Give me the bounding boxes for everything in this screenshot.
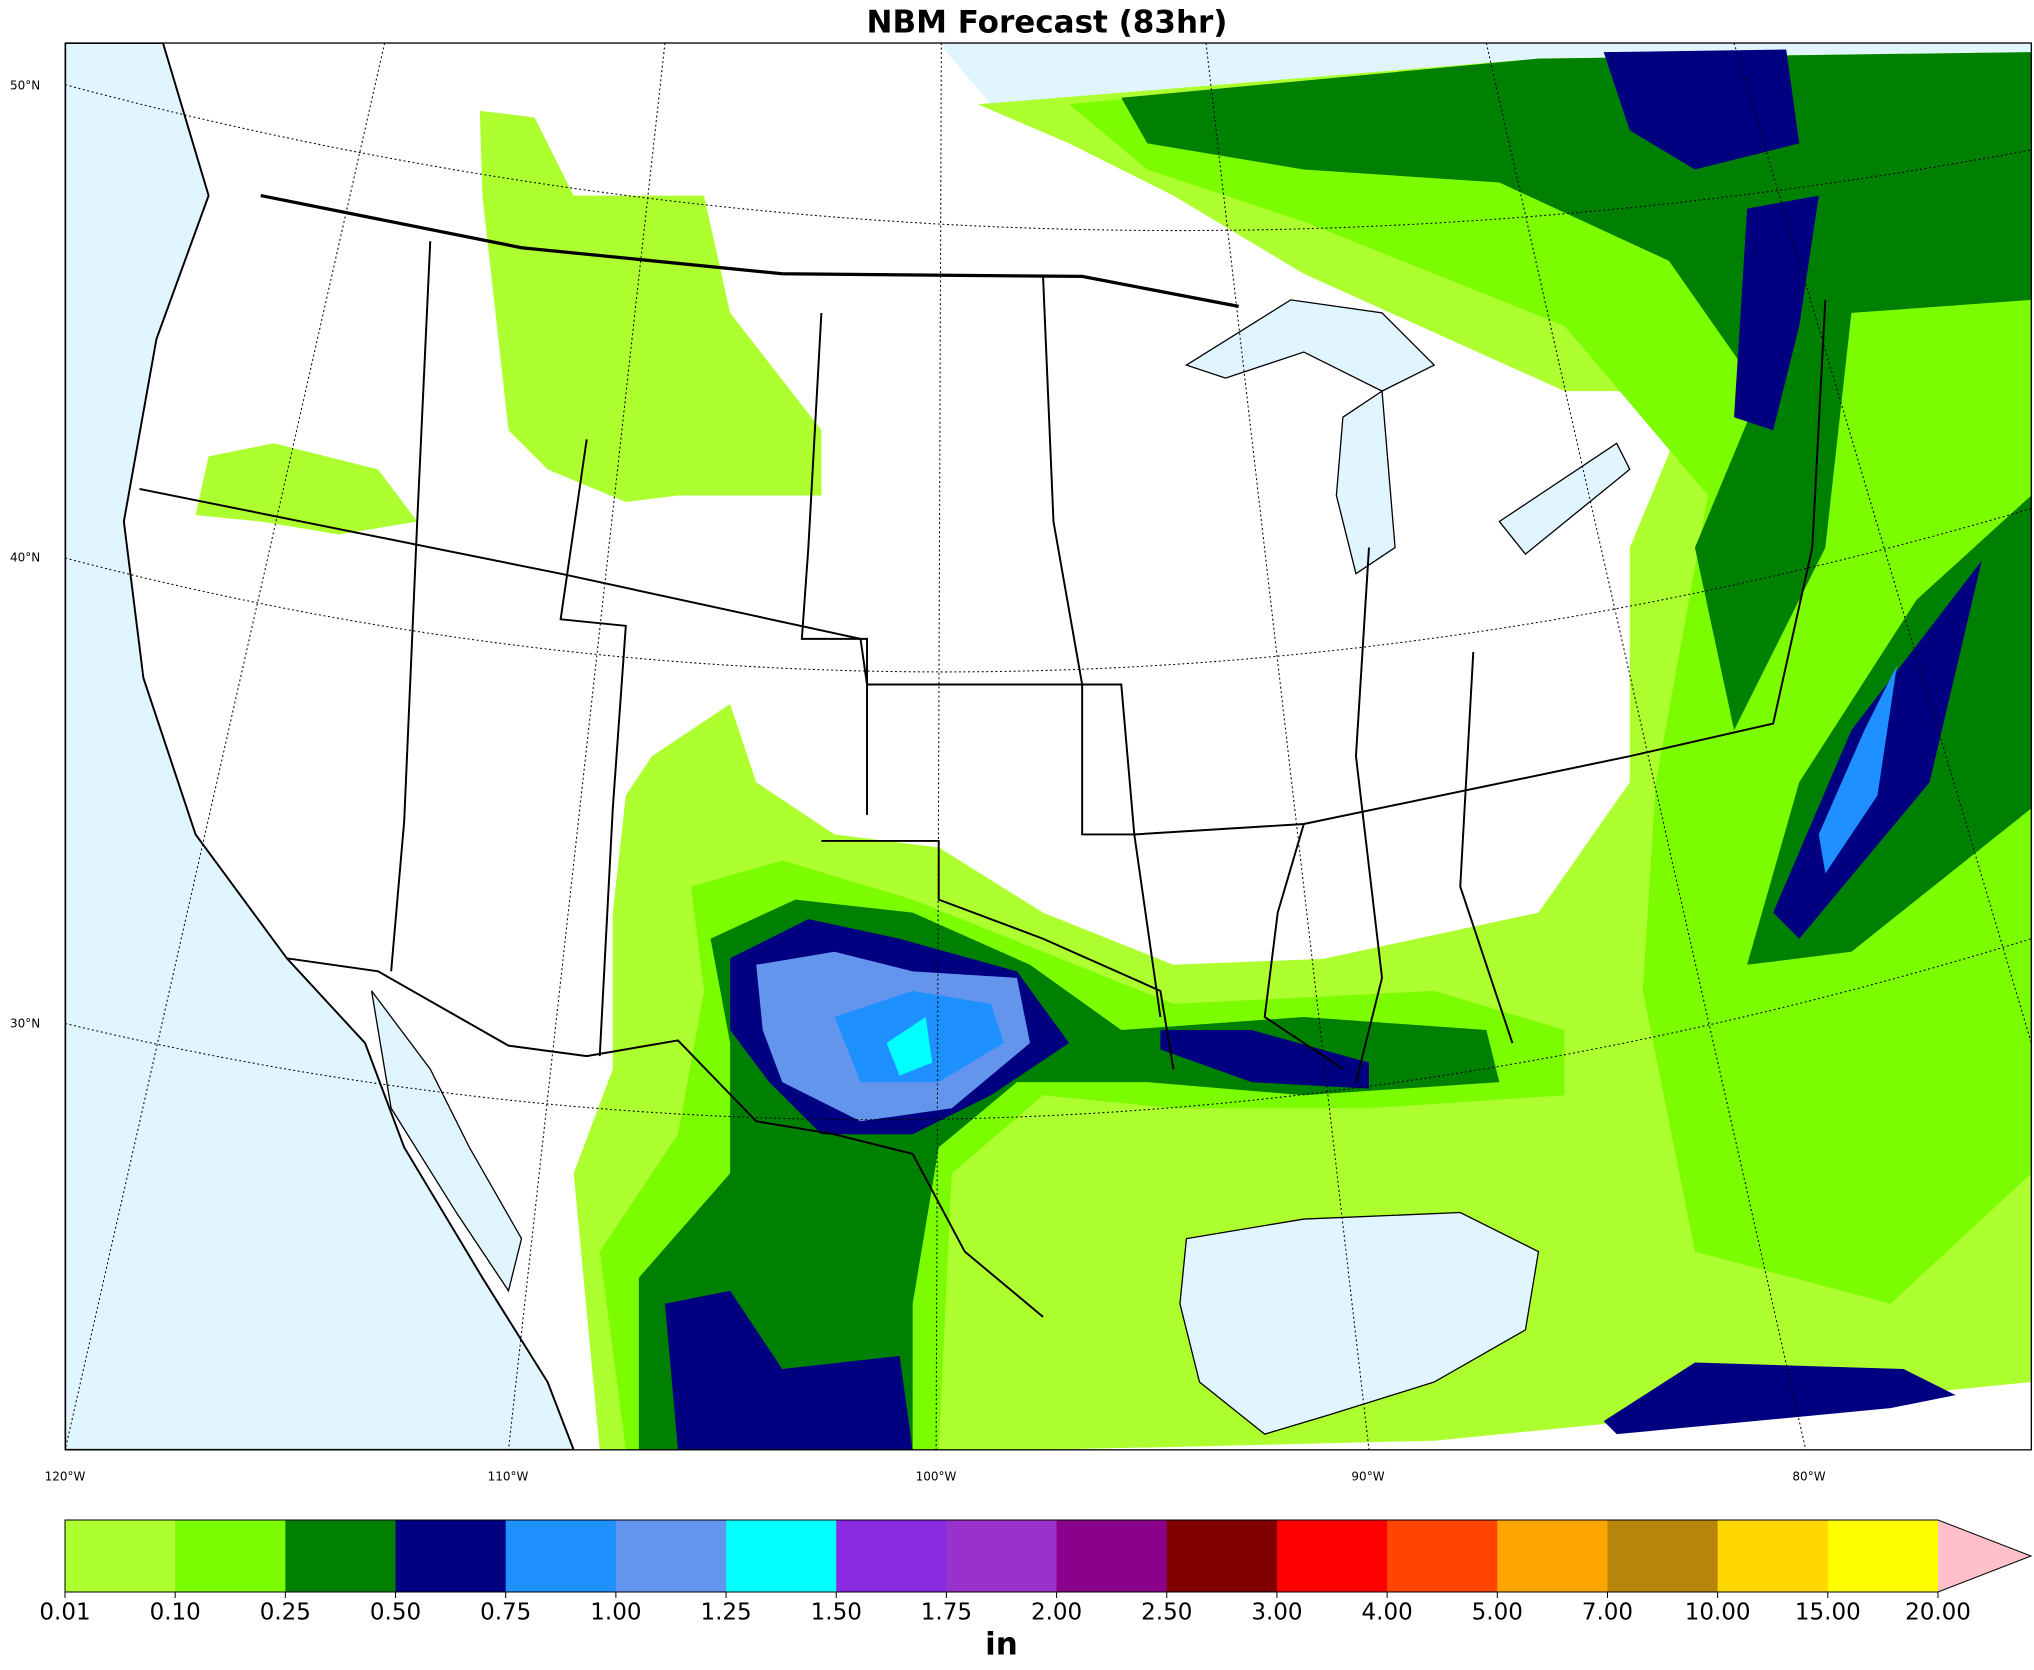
colorbar-box <box>1607 1520 1719 1592</box>
colorbar: 0.01 0.10 0.25 0.50 0.75 1.00 1.25 1.50 1.75 2.00… <box>39 1519 2033 1663</box>
map-title: NBM Forecast (83hr) <box>867 5 1228 41</box>
precip-area <box>1734 195 1819 431</box>
lon-label: 100°W <box>916 1470 957 1484</box>
colorbar-tick-label: 0.10 <box>150 1600 201 1626</box>
colorbar-tick-label: 0.01 <box>39 1600 90 1626</box>
graticule <box>65 43 2032 1450</box>
lon-label: 90°W <box>1351 1470 1384 1484</box>
colorbar-tick-label: 1.50 <box>811 1600 862 1626</box>
colorbar-box <box>1166 1520 1278 1592</box>
colorbar-tick-label: 1.75 <box>921 1600 972 1626</box>
colorbar-box <box>1387 1520 1498 1592</box>
colorbar-box <box>836 1520 947 1592</box>
colorbar-tick-label: 0.50 <box>370 1600 421 1626</box>
precip-area <box>664 1290 913 1450</box>
colorbar-box <box>175 1520 286 1592</box>
precip-area <box>886 1016 933 1076</box>
colorbar-tick-label: 0.75 <box>480 1600 531 1626</box>
colorbar-tick-label: 2.50 <box>1141 1600 1192 1626</box>
lake <box>1335 389 1396 575</box>
precip-area <box>1603 1362 1956 1435</box>
lake <box>1498 442 1631 556</box>
colorbar-outline <box>64 1519 2033 1593</box>
colorbar-box <box>1717 1520 1829 1592</box>
colorbar-box <box>615 1520 727 1592</box>
colorbar-box <box>65 1520 176 1592</box>
colorbar-box <box>726 1520 837 1592</box>
colorbar-tick-label: 0.25 <box>260 1600 311 1626</box>
colorbar-box <box>946 1520 1058 1592</box>
precip-area <box>1160 1030 1369 1089</box>
lat-label: 40°N <box>10 551 40 565</box>
colorbar-tick-label: 3.00 <box>1251 1600 1302 1626</box>
precip-area <box>1818 664 1898 874</box>
colorbar-box <box>1056 1520 1168 1592</box>
colorbar-tick-label: 15.00 <box>1795 1600 1861 1626</box>
gulf <box>370 990 523 1293</box>
map-frame <box>64 42 2032 1451</box>
colorbar-extend <box>1938 1520 2031 1592</box>
colorbar-box <box>395 1520 507 1592</box>
lon-label: 80°W <box>1792 1470 1825 1484</box>
colorbar-label: in <box>985 1627 1018 1663</box>
lat-label: 50°N <box>10 79 40 93</box>
lat-label: 30°N <box>10 1017 40 1031</box>
colorbar-tick-label: 10.00 <box>1685 1600 1751 1626</box>
colorbar-box <box>1827 1520 1939 1592</box>
precip-area <box>1603 49 1800 170</box>
lon-label: 110°W <box>488 1470 529 1484</box>
colorbar-tick-label: 2.00 <box>1031 1600 1082 1626</box>
colorbar-tick-label: 5.00 <box>1472 1600 1523 1626</box>
colorbar-tick-label: 1.25 <box>700 1600 751 1626</box>
colorbar-box <box>285 1520 397 1592</box>
map <box>64 42 2032 1451</box>
gulf <box>1179 1211 1540 1435</box>
lake <box>1184 299 1436 392</box>
colorbar-tick-label: 7.00 <box>1582 1600 1633 1626</box>
lon-label: 120°W <box>45 1470 86 1484</box>
colorbar-box <box>1276 1520 1388 1592</box>
borders <box>139 193 1827 1318</box>
colorbar-box <box>505 1520 617 1592</box>
colorbar-box <box>1497 1520 1608 1592</box>
colorbar-tick-label: 1.00 <box>590 1600 641 1626</box>
colorbar-tick-label: 4.00 <box>1362 1600 1413 1626</box>
colorbar-tick-label: 20.00 <box>1905 1600 1971 1626</box>
precip-area <box>479 110 822 502</box>
graticule-labels: 50°N 40°N 30°N 120°W 110°W 100°W 90°W 80… <box>10 79 1826 1484</box>
outside-domain <box>938 43 2032 105</box>
